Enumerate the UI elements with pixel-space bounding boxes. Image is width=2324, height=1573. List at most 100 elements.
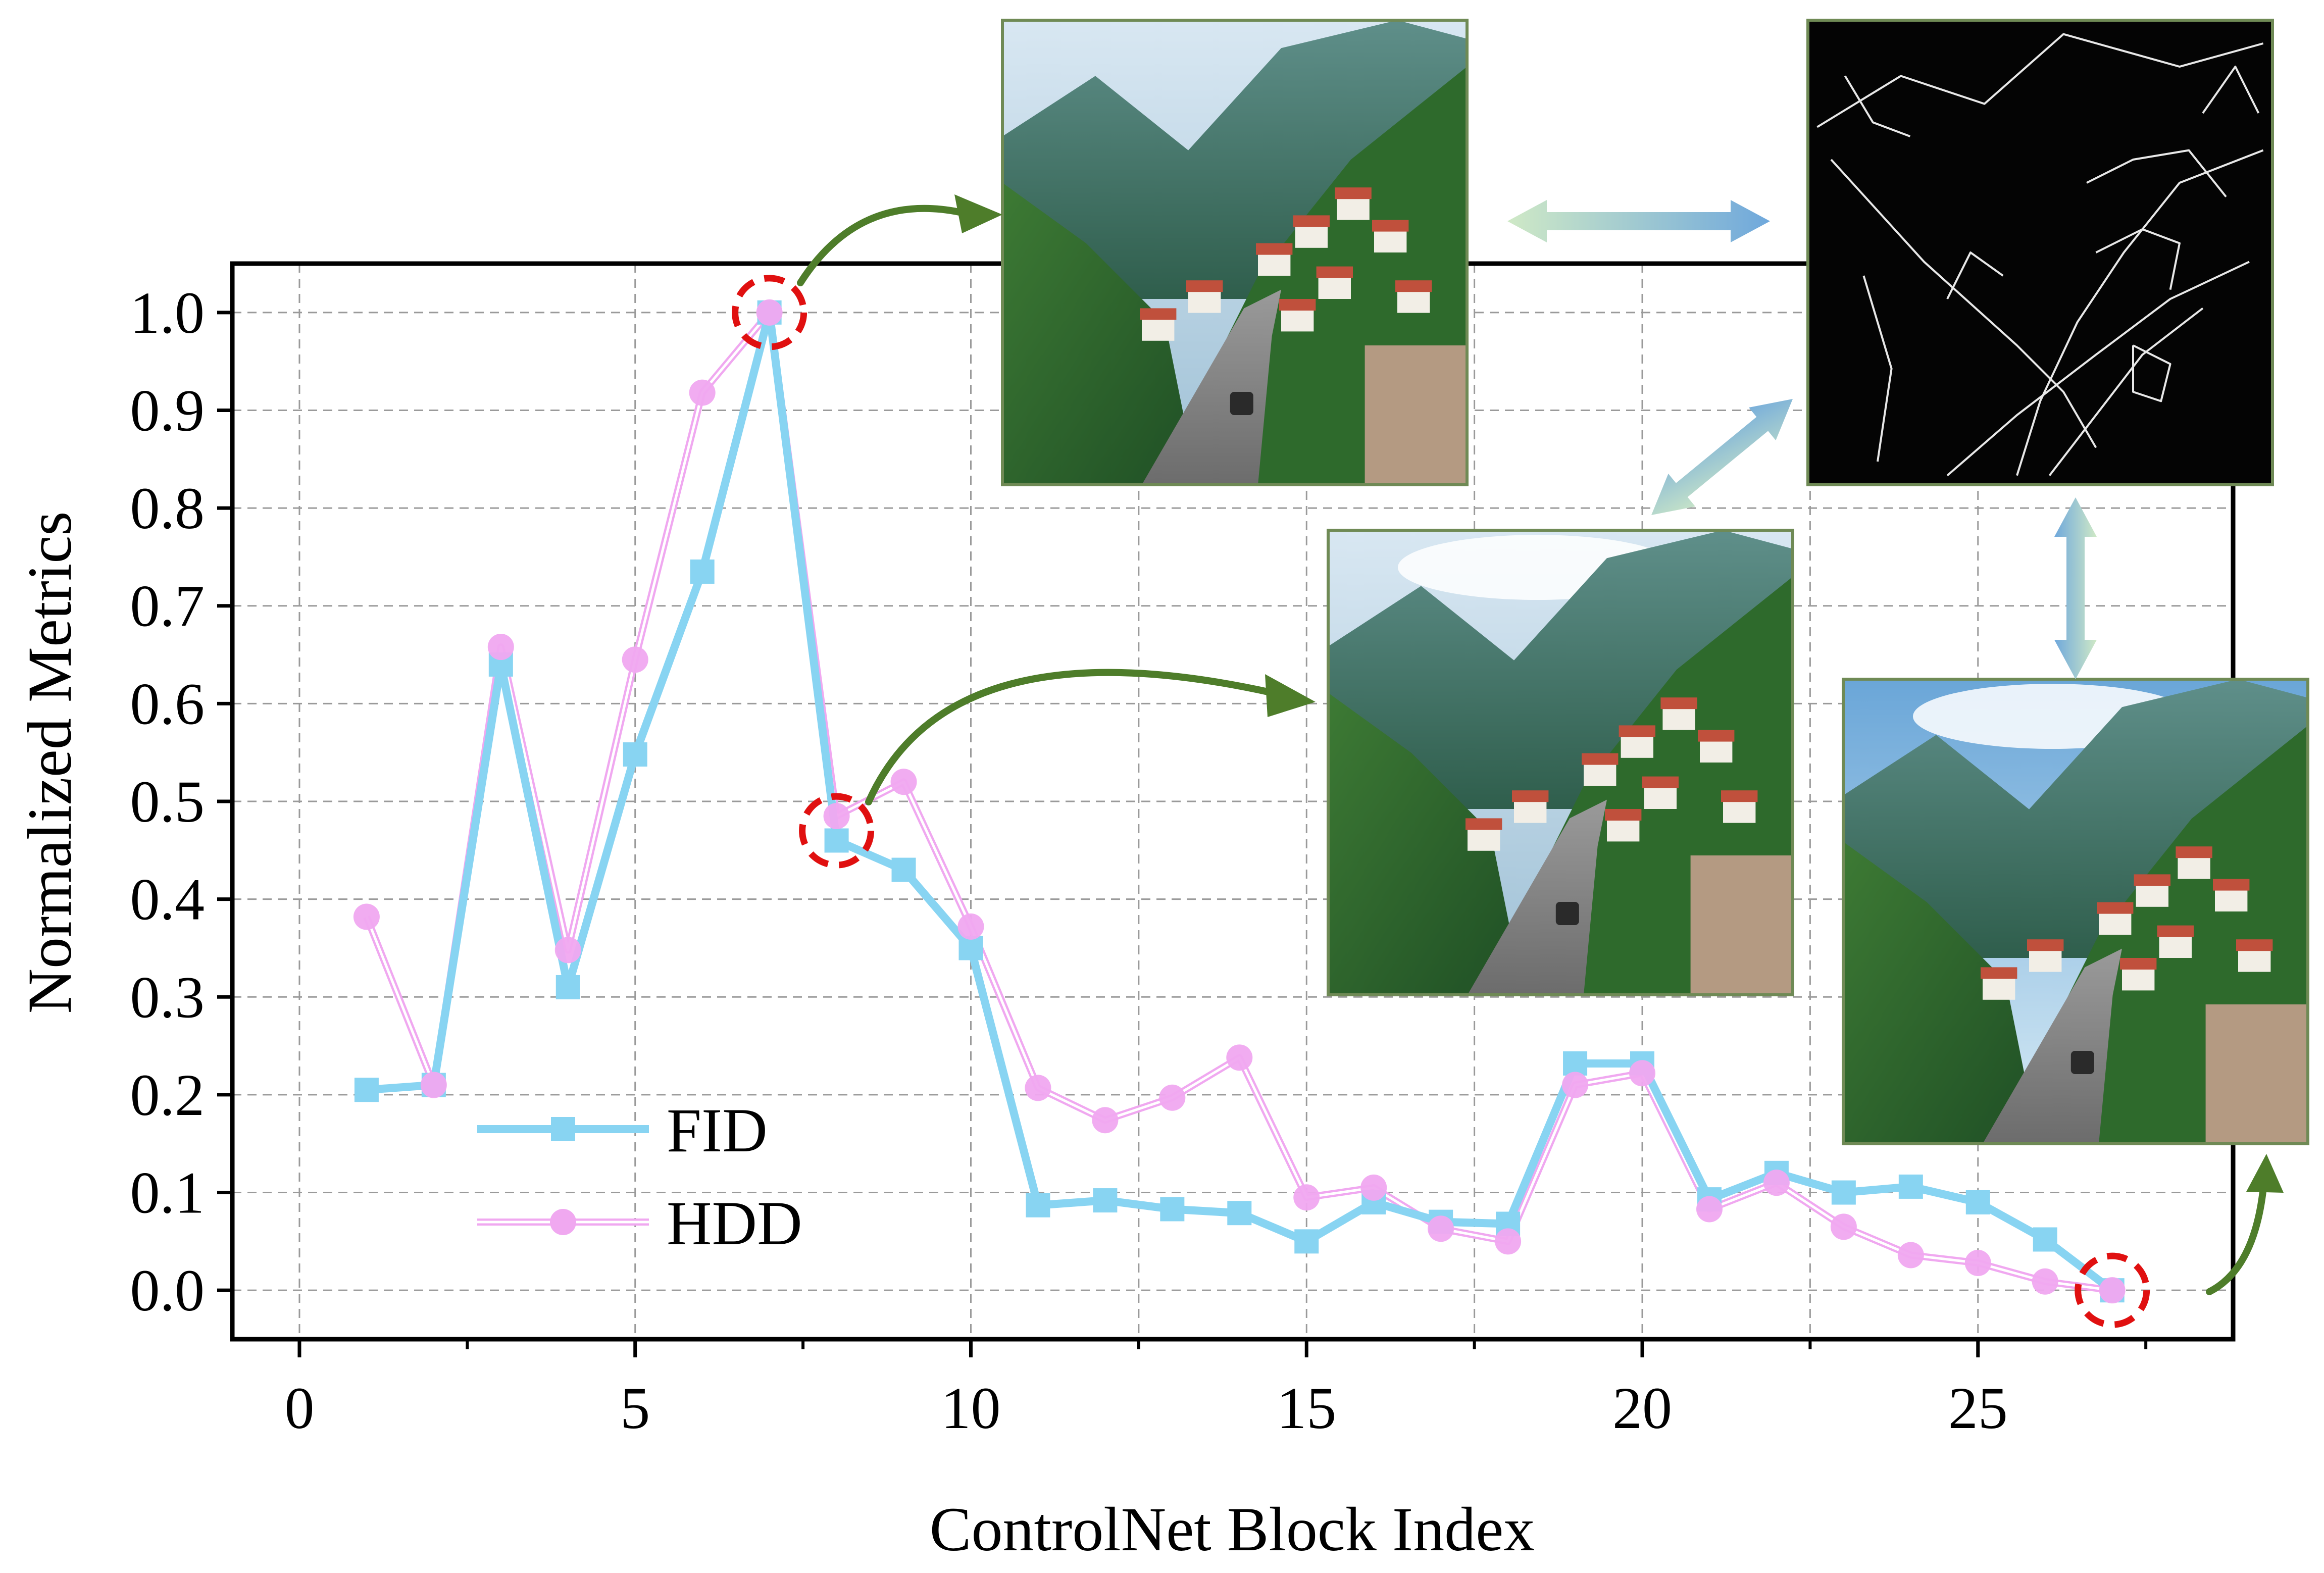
inset-house-2 <box>1337 196 1370 220</box>
inset-road <box>1468 799 1607 995</box>
generated-image-block-8-scene <box>1328 530 1793 995</box>
inset-roof-1 <box>1293 215 1330 227</box>
hdd-point-17 <box>1428 1215 1454 1242</box>
compare-arrow-edge-vs-block-27-shape <box>2054 497 2097 679</box>
x-tick-label-4: 20 <box>1612 1375 1672 1441</box>
inset-roof-3 <box>1698 730 1735 742</box>
compare-arrow-edge-vs-block-8-shape <box>1651 398 1793 515</box>
series-layer <box>353 299 2126 1304</box>
hdd-point-1 <box>353 903 380 930</box>
inset-images <box>1001 19 2309 1145</box>
inset-house-0 <box>2099 911 2132 935</box>
inset-car <box>1230 392 1253 415</box>
x-tick-label-5: 25 <box>1948 1375 2008 1441</box>
inset-house-3 <box>1374 229 1407 252</box>
inset-roof-8 <box>1140 308 1177 320</box>
hdd-point-19 <box>1562 1072 1589 1098</box>
inset-roof-5 <box>1721 790 1758 802</box>
fid-point-4 <box>555 975 580 999</box>
inset-roof-2 <box>2176 846 2212 858</box>
compare-arrow-edge-vs-block-7-shape <box>1507 200 1770 242</box>
highlight-ring-7 <box>732 275 807 350</box>
edge-contour-3 <box>1946 261 2250 477</box>
y-tick-label-8: 0.8 <box>130 475 205 541</box>
x-tick-label-3: 15 <box>1277 1375 1336 1441</box>
inset-house-7 <box>1514 799 1547 823</box>
fid-point-12 <box>1093 1188 1118 1213</box>
inset-house-3 <box>2215 888 2248 911</box>
link-arrow-block-8 <box>865 669 1276 805</box>
inset-rock-wall <box>1365 345 1467 485</box>
legend-hdd-marker <box>550 1209 576 1235</box>
link-arrow-block-8-head <box>1265 674 1316 717</box>
inset-roof-7 <box>1512 790 1549 802</box>
inset-roof-7 <box>1186 280 1223 292</box>
fid-point-11 <box>1026 1193 1050 1217</box>
hdd-point-16 <box>1360 1174 1387 1201</box>
hdd-point-5 <box>622 646 648 673</box>
hdd-point-13 <box>1159 1084 1186 1111</box>
inset-rock-wall <box>2205 1004 2308 1144</box>
hdd-point-2 <box>420 1072 447 1098</box>
inset-house-2 <box>2178 855 2210 879</box>
inset-roof-5 <box>1395 280 1432 292</box>
inset-house-3 <box>1700 739 1733 763</box>
hdd-point-12 <box>1092 1107 1119 1134</box>
edge-contour-10 <box>1946 251 2004 299</box>
hdd-point-26 <box>2032 1268 2058 1295</box>
inset-roof-8 <box>1981 967 2017 979</box>
inset-roof-4 <box>2157 925 2194 937</box>
edge-map-condition <box>1806 19 2274 486</box>
edge-map-condition-scene <box>1808 20 2272 485</box>
inset-house-7 <box>1188 289 1221 313</box>
y-tick-label-1: 0.1 <box>130 1160 205 1226</box>
legend: FID HDD <box>477 1096 802 1258</box>
inset-roof-6 <box>1605 809 1642 821</box>
legend-hdd-label: HDD <box>667 1189 802 1258</box>
hdd-point-21 <box>1696 1196 1723 1223</box>
inset-house-6 <box>1281 308 1314 332</box>
hdd-point-24 <box>1897 1242 1924 1268</box>
y-tick-label-5: 0.5 <box>130 769 205 835</box>
hdd-point-7 <box>756 299 783 326</box>
inset-car <box>2070 1051 2094 1074</box>
inset-house-2 <box>1662 706 1695 730</box>
edge-contour-0 <box>1816 33 2264 128</box>
fid-point-1 <box>354 1078 379 1102</box>
inset-roof-8 <box>1466 818 1502 830</box>
inset-roof-1 <box>2134 874 2170 886</box>
inset-roof-2 <box>1660 697 1697 709</box>
legend-fid-marker <box>551 1117 575 1141</box>
fid-point-10 <box>958 936 983 960</box>
edge-contour-7 <box>2095 228 2181 290</box>
inset-house-6 <box>1607 818 1640 842</box>
fid-point-15 <box>1294 1229 1319 1254</box>
inset-house-8 <box>1983 976 2015 1000</box>
fid-point-9 <box>891 857 916 882</box>
inset-road <box>1983 948 2122 1144</box>
generated-image-block-8 <box>1327 529 1794 996</box>
inset-roof-2 <box>1335 187 1372 199</box>
inset-roof-7 <box>2027 939 2064 951</box>
hdd-point-20 <box>1629 1060 1656 1087</box>
generated-image-block-27-scene <box>1843 679 2308 1144</box>
link-arrow-block-7 <box>797 205 963 286</box>
inset-house-5 <box>1723 799 1756 823</box>
inset-roof-4 <box>1642 776 1679 788</box>
compare-arrow-edge-vs-block-8 <box>1651 398 1793 515</box>
compare-arrow-edge-vs-block-27 <box>2054 497 2097 679</box>
edge-contour-4 <box>2048 307 2204 476</box>
inset-house-1 <box>1295 224 1328 248</box>
inset-house-1 <box>2136 883 2168 907</box>
y-tick-label-9: 0.9 <box>130 377 205 443</box>
inset-roof-3 <box>2213 879 2250 891</box>
x-tick-label-2: 10 <box>941 1375 1000 1441</box>
x-tick-label-1: 5 <box>620 1375 650 1441</box>
y-axis-title: Normalized Metrics <box>15 511 84 1013</box>
compare-arrow-edge-vs-block-7 <box>1507 200 1770 242</box>
link-arrow-block-7-head <box>954 194 1002 233</box>
highlight-ring-8 <box>799 793 875 869</box>
inset-roof-6 <box>2120 958 2157 970</box>
fid-point-14 <box>1227 1201 1252 1226</box>
edge-contour-2 <box>2016 149 2264 476</box>
